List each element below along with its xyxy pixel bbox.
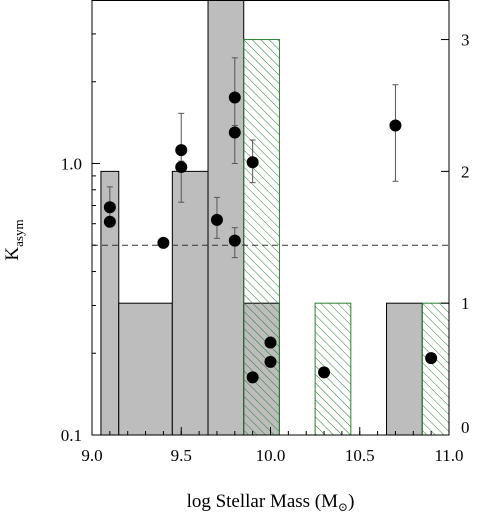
- solar-symbol: ⊙: [338, 500, 348, 514]
- gray-bar: [171, 170, 209, 436]
- x-tick-label: 10.5: [345, 446, 375, 465]
- x-axis-title-text: log Stellar Mass (M: [187, 491, 339, 512]
- gray-bar: [118, 302, 173, 436]
- data-point: [264, 336, 277, 349]
- y-axis-left-ticks: 0.1 1.0: [61, 0, 100, 445]
- y-axis-title-subscript: asym: [11, 219, 26, 246]
- data-point: [389, 119, 402, 132]
- data-point: [228, 126, 241, 139]
- data-point: [318, 366, 331, 379]
- data-point: [264, 355, 277, 368]
- x-axis-ticks: 9.0 9.5 10.0 10.5 11.0: [81, 427, 464, 465]
- gray-bar: [386, 302, 423, 436]
- x-tick-label: 9.5: [171, 446, 192, 465]
- data-point: [210, 213, 223, 226]
- data-point: [175, 144, 188, 157]
- y-right-tick-label: 0: [461, 418, 470, 437]
- y-right-tick-label: 2: [461, 162, 470, 181]
- y-axis-title: Kasym: [2, 219, 26, 260]
- data-point: [228, 91, 241, 104]
- y-right-tick-label: 3: [461, 31, 470, 50]
- data-point: [246, 156, 259, 169]
- data-point: [157, 236, 170, 249]
- y-axis-right-ticks: 0 1 2 3: [441, 31, 470, 437]
- data-point: [103, 201, 116, 214]
- data-point: [228, 234, 241, 247]
- x-tick-label: 9.0: [81, 446, 102, 465]
- x-tick-label: 11.0: [434, 446, 463, 465]
- data-point: [246, 371, 259, 384]
- histogram-hatched-bars: [243, 39, 450, 436]
- x-axis-title: log Stellar Mass (M⊙): [187, 491, 355, 514]
- y-right-tick-label: 1: [461, 294, 470, 313]
- x-axis-title-close: ): [348, 491, 354, 512]
- hatched-bar: [421, 302, 450, 436]
- x-tick-label: 10.0: [256, 446, 286, 465]
- data-point: [425, 352, 438, 365]
- y-left-tick-label: 0.1: [61, 426, 82, 445]
- data-points: [103, 91, 438, 384]
- data-point: [103, 215, 116, 228]
- data-point: [175, 161, 188, 174]
- y-left-tick-label: 1.0: [61, 154, 82, 173]
- hatched-bar: [243, 39, 280, 436]
- y-axis-title-text: K: [2, 247, 23, 261]
